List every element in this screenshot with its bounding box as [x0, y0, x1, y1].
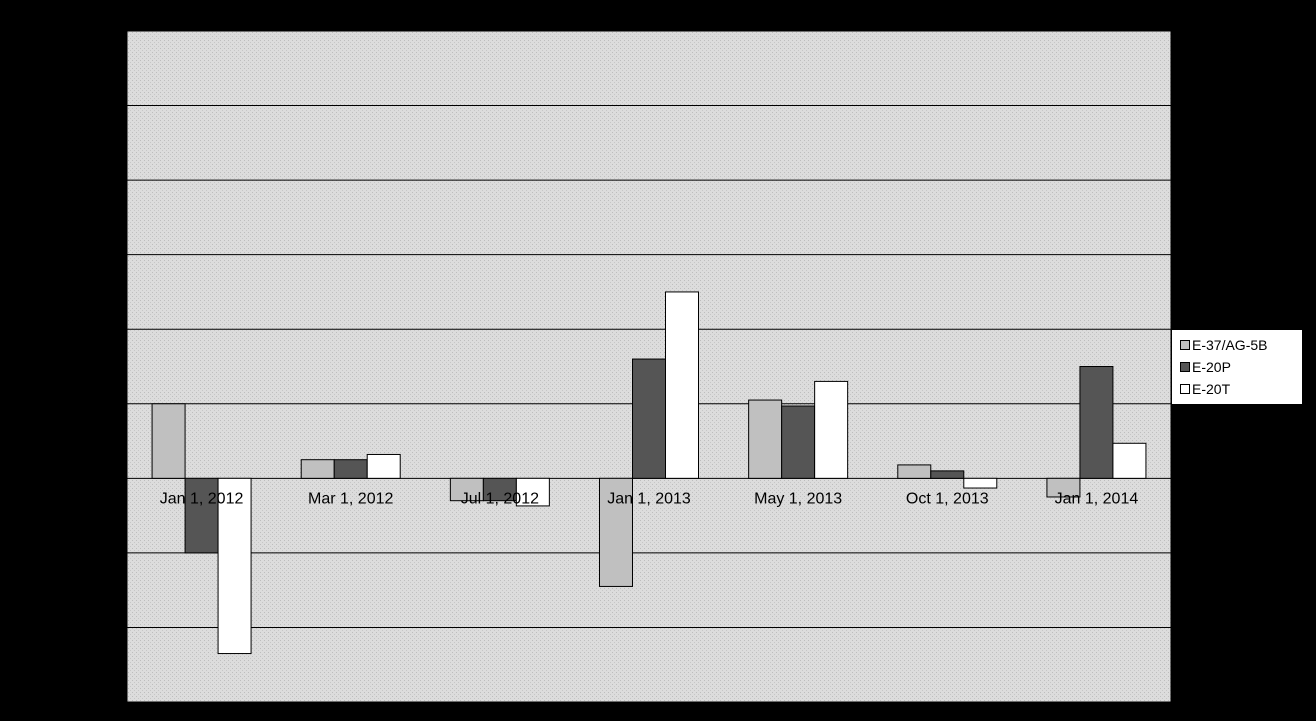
- bar: [665, 291, 699, 479]
- bar: [366, 453, 401, 479]
- x-tick-label: Jan 1, 2012: [160, 490, 244, 507]
- legend-label: E-20T: [1192, 381, 1231, 397]
- legend-item: E-20T: [1176, 378, 1298, 400]
- bar: [300, 459, 335, 479]
- legend-label: E-37/AG-5B: [1192, 337, 1268, 353]
- legend-swatch: [1180, 340, 1190, 350]
- bar: [599, 477, 633, 587]
- bar: [897, 464, 932, 479]
- bar: [515, 477, 550, 507]
- x-tick-label: Jan 1, 2013: [607, 490, 691, 507]
- bar: [333, 459, 368, 479]
- legend-item: E-20P: [1176, 356, 1298, 378]
- bar: [1112, 442, 1147, 479]
- x-tick-label: Jul 1, 2012: [461, 490, 539, 507]
- legend-item: E-37/AG-5B: [1176, 334, 1298, 356]
- legend-swatch: [1180, 362, 1190, 372]
- x-tick-label: May 1, 2013: [754, 490, 842, 507]
- bar: [184, 477, 219, 554]
- bar: [632, 358, 666, 479]
- bar: [1079, 366, 1114, 479]
- bar: [930, 470, 965, 479]
- legend-swatch: [1180, 384, 1190, 394]
- bar: [963, 477, 998, 489]
- x-tick-label: Oct 1, 2013: [906, 490, 989, 507]
- bar: [748, 399, 783, 479]
- legend-label: E-20P: [1192, 359, 1231, 375]
- legend: E-37/AG-5B E-20P E-20T: [1171, 329, 1303, 405]
- x-tick-label: Jan 1, 2014: [1055, 490, 1139, 507]
- bar: [217, 477, 252, 655]
- bar: [151, 403, 186, 479]
- bar: [781, 405, 816, 479]
- bar: [814, 380, 849, 479]
- bar: [1046, 477, 1081, 498]
- x-tick-label: Mar 1, 2012: [308, 490, 393, 507]
